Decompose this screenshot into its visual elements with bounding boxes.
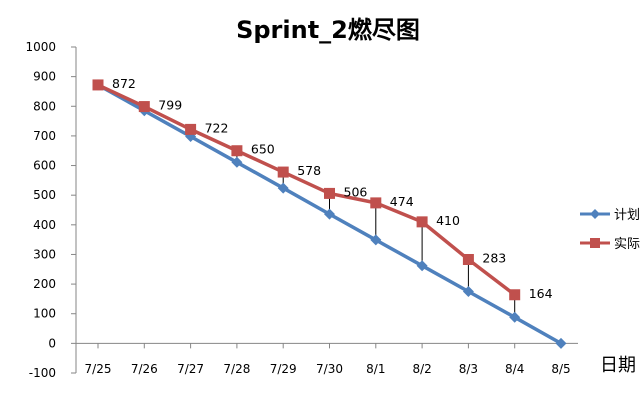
x-tick-label: 7/28: [223, 362, 250, 376]
actual-point-marker: [324, 187, 335, 199]
y-tick-label: 500: [33, 188, 56, 202]
data-label: 578: [297, 163, 321, 178]
y-tick-label: 400: [33, 218, 56, 232]
plan-point-marker: [555, 337, 567, 349]
data-label: 283: [482, 250, 506, 265]
actual-point-marker: [462, 253, 474, 265]
y-tick-label: 100: [33, 307, 56, 321]
actual-point-marker: [231, 145, 243, 157]
actual-point-marker: [185, 123, 197, 135]
x-tick-label: 7/29: [270, 362, 297, 376]
y-tick-label: -100: [29, 366, 56, 380]
x-tick-label: 7/30: [316, 362, 343, 376]
plan-point-marker: [416, 260, 428, 272]
y-tick-label: 700: [33, 129, 56, 143]
x-tick-label: 8/5: [551, 362, 570, 376]
legend-marker-actual: [590, 238, 600, 248]
data-label: 650: [251, 142, 275, 157]
y-tick-label: 200: [33, 277, 56, 291]
x-tick-label: 8/4: [505, 362, 524, 376]
actual-point-marker: [370, 197, 382, 209]
actual-point-marker: [138, 101, 150, 113]
plan-point-marker: [277, 182, 289, 194]
x-tick-label: 8/3: [459, 362, 478, 376]
y-tick-label: 1000: [25, 40, 56, 54]
y-tick-label: 600: [33, 159, 56, 173]
data-label: 872: [112, 76, 136, 91]
y-tick-label: 800: [33, 99, 56, 113]
actual-point-marker: [92, 79, 104, 91]
y-tick-label: 300: [33, 247, 56, 261]
data-labels: 872 799 722 650 578 506 474 410 283 164: [112, 76, 553, 301]
chart-title: Sprint_2燃尽图: [236, 16, 420, 44]
legend-marker-plan: [590, 209, 600, 219]
x-tick-label: 7/26: [131, 362, 158, 376]
data-label: 410: [436, 213, 460, 228]
y-tick-label: 900: [33, 70, 56, 84]
x-tick-label: 8/1: [366, 362, 385, 376]
actual-point-marker: [416, 216, 428, 228]
x-tick-label: 7/25: [85, 362, 112, 376]
plan-point-marker: [462, 286, 474, 297]
x-tick-label: 7/27: [177, 362, 204, 376]
data-label: 506: [344, 184, 368, 199]
y-tick-label: 0: [48, 336, 56, 350]
plan-point-marker: [324, 208, 335, 220]
x-tick-label: 8/2: [412, 362, 431, 376]
x-axis-title: 日期: [600, 355, 636, 376]
data-label: 799: [158, 98, 182, 113]
actual-point-marker: [509, 289, 521, 301]
plan-point-marker: [370, 234, 382, 246]
plan-point-marker: [509, 311, 521, 323]
series-line-实际: [97, 83, 516, 297]
data-label: 164: [529, 286, 553, 301]
series-group: [92, 79, 567, 349]
plan-point-marker: [231, 156, 243, 168]
legend-label-plan: 计划: [614, 208, 640, 223]
data-label: 722: [205, 120, 229, 135]
actual-point-marker: [277, 166, 289, 178]
data-label: 474: [390, 194, 414, 209]
legend-label-actual: 实际: [614, 237, 640, 252]
